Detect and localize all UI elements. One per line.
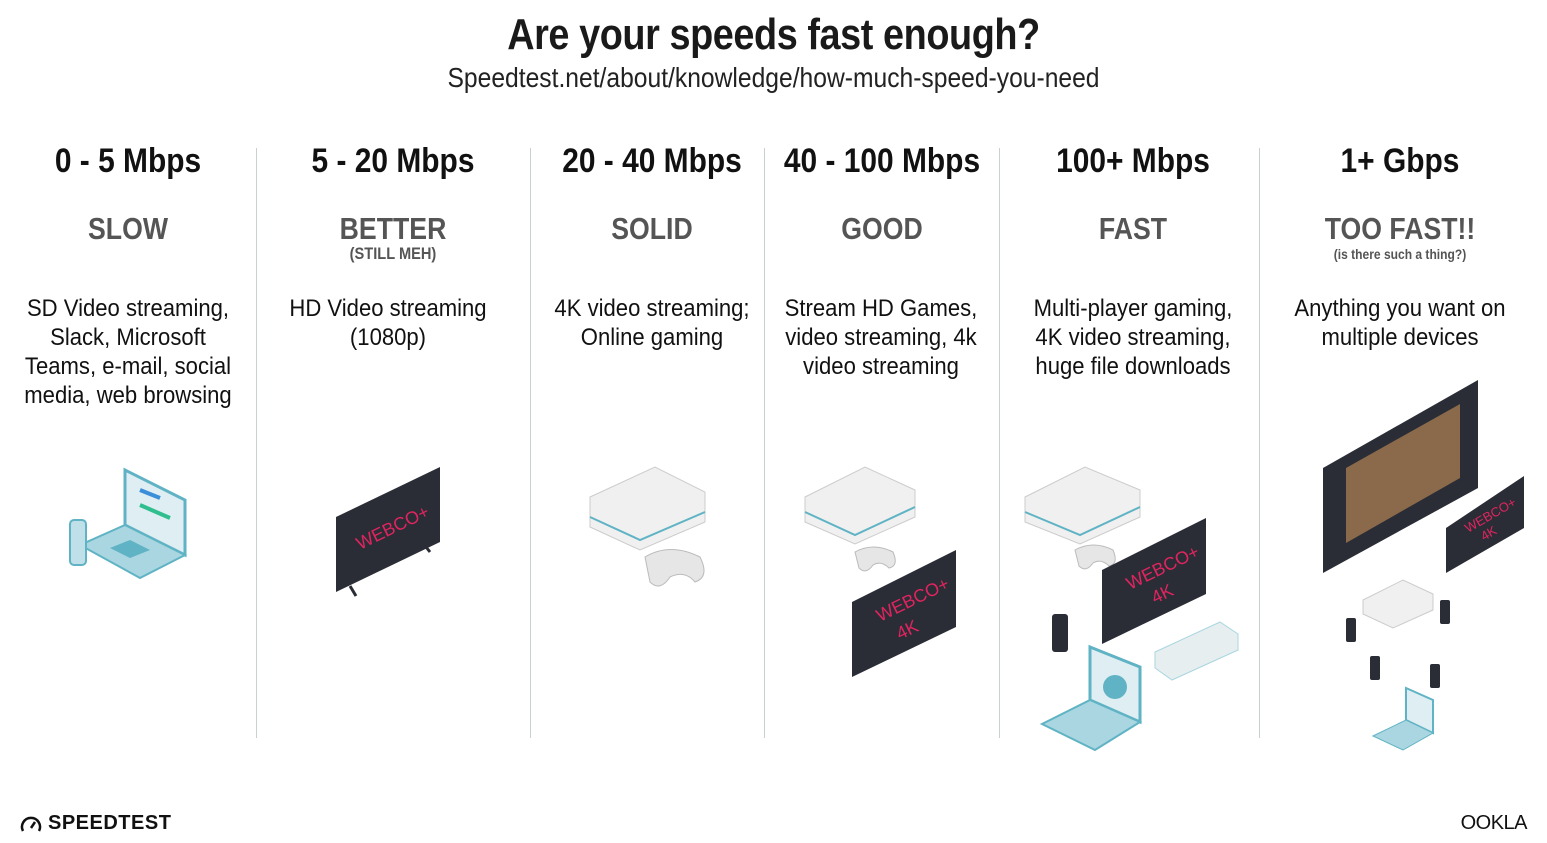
speed-rating: SOLID bbox=[611, 211, 693, 246]
speedtest-logo-text: SPEEDTEST bbox=[48, 812, 172, 834]
tier-description: 4K video streaming; Online gaming bbox=[554, 295, 750, 351]
ookla-logo: OOKLA bbox=[1460, 812, 1528, 834]
page-title: Are your speeds fast enough? bbox=[507, 10, 1040, 59]
laptop-illustration bbox=[69, 467, 188, 580]
tier-description: HD Video streaming (1080p) bbox=[289, 295, 487, 351]
tier-better: 5 - 20 Mbps BETTER (STILL MEH) bbox=[256, 140, 530, 262]
tier-description: Anything you want on multiple devices bbox=[1294, 295, 1506, 351]
column-divider bbox=[530, 148, 531, 738]
column-divider bbox=[999, 148, 1000, 738]
rating-note: (is there such a thing?) bbox=[1333, 246, 1467, 262]
tv-4k-text: 4K bbox=[1478, 522, 1500, 543]
tier-description: SD Video streaming, Slack, Microsoft Tea… bbox=[24, 295, 232, 409]
speed-range: 0 - 5 Mbps bbox=[54, 142, 202, 180]
game-console-illustration bbox=[589, 466, 706, 587]
tier-description: Stream HD Games, video streaming, 4k vid… bbox=[784, 295, 978, 380]
speedtest-logo: SPEEDTEST bbox=[20, 812, 171, 835]
tier-too-fast: 1+ Gbps TOO FAST!! (is there such a thin… bbox=[1260, 140, 1540, 262]
speed-range: 40 - 100 Mbps bbox=[783, 142, 981, 180]
speed-rating: SLOW bbox=[88, 211, 168, 246]
speed-range: 20 - 40 Mbps bbox=[562, 142, 742, 180]
column-divider bbox=[764, 148, 765, 738]
tier-solid: 20 - 40 Mbps SOLID bbox=[530, 140, 774, 246]
tier-slow: 0 - 5 Mbps SLOW bbox=[0, 140, 256, 246]
tv-illustration: WEBCO+ bbox=[336, 467, 440, 597]
column-divider bbox=[1259, 148, 1260, 738]
multiple-devices-illustration: WEBCO+ 4K bbox=[1323, 380, 1524, 751]
speed-rating: TOO FAST!! bbox=[1324, 211, 1476, 246]
source-url: Speedtest.net/about/knowledge/how-much-s… bbox=[447, 62, 1100, 93]
speed-range: 5 - 20 Mbps bbox=[311, 142, 475, 180]
speed-range: 100+ Mbps bbox=[1056, 142, 1210, 180]
gauge-icon bbox=[20, 816, 42, 832]
speed-rating: FAST bbox=[1098, 211, 1168, 246]
console-and-4k-tv-illustration: WEBCO+ 4K bbox=[804, 466, 956, 677]
tier-fast: 100+ Mbps FAST bbox=[1000, 140, 1266, 246]
fast-devices-illustration: WEBCO+ 4K bbox=[1024, 466, 1239, 752]
tier-good: 40 - 100 Mbps GOOD bbox=[766, 140, 998, 246]
speed-range: 1+ Gbps bbox=[1340, 142, 1460, 180]
rating-note: (STILL MEH) bbox=[349, 244, 437, 263]
speed-rating: GOOD bbox=[841, 211, 923, 246]
tier-description: Multi-player gaming, 4K video streaming,… bbox=[1033, 295, 1233, 380]
column-divider bbox=[256, 148, 257, 738]
speed-rating: BETTER bbox=[339, 211, 447, 246]
